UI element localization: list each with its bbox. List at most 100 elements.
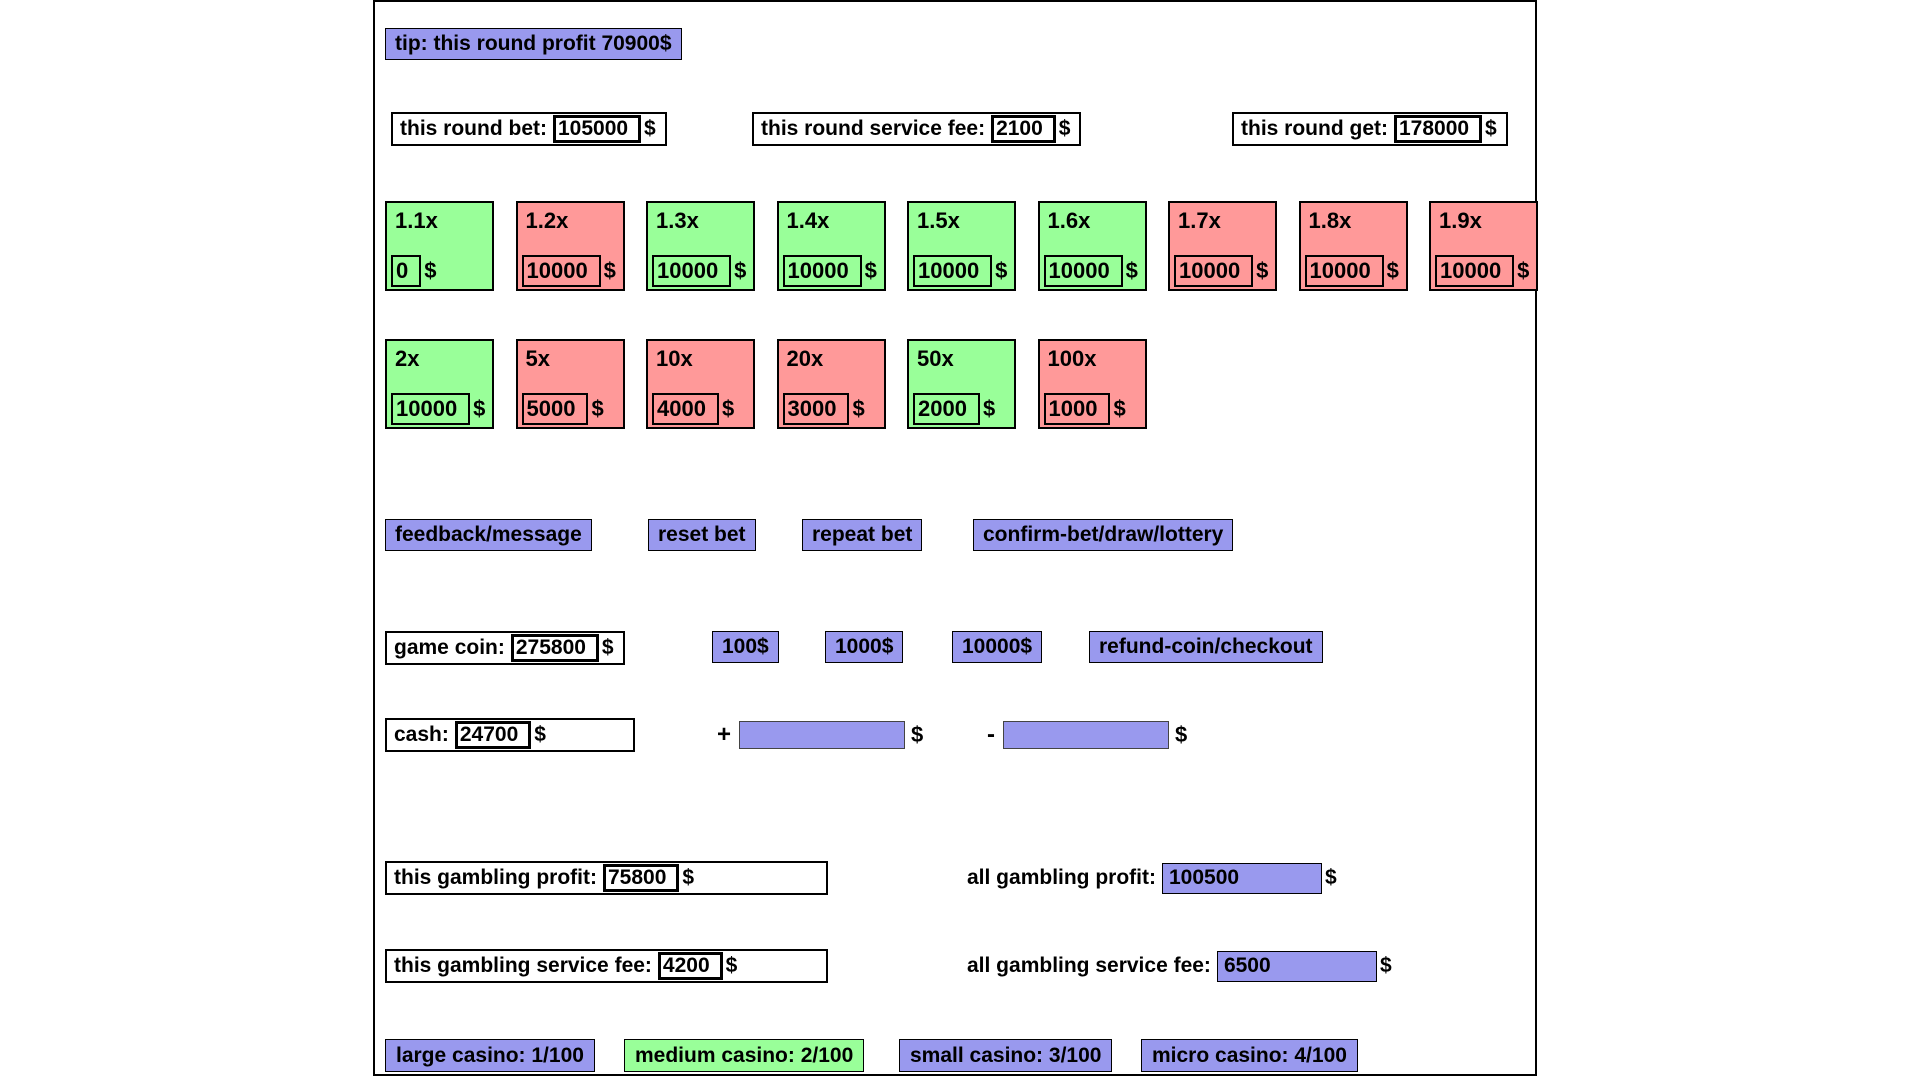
cash-subtract-group: - $ [987, 720, 1187, 750]
multiplier-bet-input[interactable] [1304, 255, 1384, 287]
cash-label: cash: [394, 723, 449, 746]
multiplier-label: 10x [656, 346, 693, 371]
multiplier-label: 50x [917, 346, 954, 371]
minus-sign: - [987, 721, 995, 748]
all-gambling-profit-input[interactable] [1162, 862, 1322, 894]
multiplier-label: 1.7x [1178, 208, 1221, 233]
multiplier-box-50x[interactable]: 50x $ [907, 339, 1016, 429]
dollar-suffix: $ [1113, 396, 1126, 421]
dollar-suffix: $ [473, 396, 486, 421]
dollar-suffix: $ [1256, 258, 1269, 283]
multiplier-bet-input[interactable] [521, 255, 601, 287]
multiplier-box-1.2x[interactable]: 1.2x $ [515, 201, 625, 291]
multiplier-box-10x[interactable]: 10x $ [646, 339, 755, 429]
multiplier-label: 5x [525, 346, 550, 371]
dollar-suffix: $ [603, 258, 616, 283]
multiplier-bet-input[interactable] [782, 393, 850, 425]
multiplier-bet-input[interactable] [1043, 393, 1111, 425]
multiplier-bet-input[interactable] [521, 393, 589, 425]
dollar-suffix: $ [1485, 117, 1497, 140]
all-gambling-profit-field: all gambling profit: $ [967, 861, 1337, 895]
dollar-suffix: $ [591, 396, 604, 421]
dollar-suffix: $ [1325, 866, 1337, 889]
this-round-get-field: this round get: $ [1232, 112, 1508, 146]
this-round-get-input[interactable] [1393, 115, 1483, 143]
tab-large-casino[interactable]: large casino: 1/100 [385, 1039, 595, 1072]
round-profit-tip-banner: tip: this round profit 70900$ [385, 28, 682, 60]
multiplier-bet-input[interactable] [913, 393, 980, 425]
multiplier-box-1.6x[interactable]: 1.6x $ [1037, 201, 1147, 291]
multiplier-bet-input[interactable] [1174, 255, 1254, 287]
multiplier-box-1.7x[interactable]: 1.7x $ [1168, 201, 1277, 291]
cash-subtract-amount-input[interactable] [1003, 721, 1169, 749]
multiplier-box-1.9x[interactable]: 1.9x $ [1429, 201, 1538, 291]
repeat-bet-button[interactable]: repeat bet [802, 519, 923, 551]
dollar-suffix: $ [1517, 258, 1530, 283]
dollar-suffix: $ [1058, 117, 1071, 140]
multiplier-label: 1.3x [656, 208, 699, 233]
dollar-suffix: $ [601, 636, 614, 659]
multiplier-box-1.8x[interactable]: 1.8x $ [1298, 201, 1408, 291]
multiplier-bet-input[interactable] [782, 255, 862, 287]
multiplier-label: 1.6x [1047, 208, 1091, 233]
multiplier-bet-input[interactable] [652, 393, 719, 425]
this-round-bet-label: this round bet: [400, 117, 547, 140]
multiplier-label: 2x [395, 346, 420, 371]
multiplier-bet-input[interactable] [1435, 255, 1515, 287]
refund-coin-checkout-button[interactable]: refund-coin/checkout [1089, 631, 1323, 663]
dollar-suffix: $ [734, 258, 747, 283]
this-gambling-service-fee-input[interactable] [657, 952, 723, 980]
multiplier-row-1: 1.1x $ 1.2x $ 1.3x $ 1.4x $ 1.5x $ 1.6x … [385, 201, 1538, 291]
add-10000-coin-button[interactable]: 10000$ [952, 631, 1043, 663]
this-gambling-service-fee-field: this gambling service fee: $ [385, 949, 828, 983]
dollar-suffix: $ [1379, 954, 1392, 977]
cash-input[interactable] [454, 721, 532, 749]
this-gambling-profit-label: this gambling profit: [394, 866, 597, 889]
multiplier-bet-input[interactable] [652, 255, 732, 287]
dollar-suffix: $ [534, 723, 546, 746]
multiplier-bet-input[interactable] [1043, 255, 1123, 287]
multiplier-bet-input[interactable] [913, 255, 993, 287]
dollar-suffix: $ [644, 117, 656, 140]
add-100-coin-button[interactable]: 100$ [712, 631, 779, 663]
dollar-suffix: $ [911, 722, 924, 747]
this-round-bet-input[interactable] [552, 115, 642, 143]
add-1000-coin-button[interactable]: 1000$ [825, 631, 904, 663]
feedback-message-button[interactable]: feedback/message [385, 519, 592, 551]
multiplier-label: 1.9x [1439, 208, 1482, 233]
dollar-suffix: $ [1125, 258, 1138, 283]
this-gambling-service-fee-label: this gambling service fee: [394, 954, 652, 977]
this-round-service-fee-input[interactable] [991, 115, 1056, 143]
multiplier-box-1.3x[interactable]: 1.3x $ [646, 201, 755, 291]
tab-medium-casino[interactable]: medium casino: 2/100 [624, 1039, 865, 1072]
multiplier-box-100x[interactable]: 100x $ [1037, 339, 1147, 429]
multiplier-box-1.1x[interactable]: 1.1x $ [385, 201, 494, 291]
this-round-get-label: this round get: [1241, 117, 1388, 140]
multiplier-bet-input[interactable] [391, 255, 422, 287]
multiplier-label: 1.2x [525, 208, 569, 233]
confirm-bet-draw-lottery-button[interactable]: confirm-bet/draw/lottery [973, 519, 1234, 551]
multiplier-box-1.5x[interactable]: 1.5x $ [907, 201, 1016, 291]
multiplier-label: 1.8x [1308, 208, 1352, 233]
dollar-suffix: $ [1386, 258, 1399, 283]
multiplier-box-2x[interactable]: 2x $ [385, 339, 494, 429]
multiplier-label: 20x [786, 346, 824, 371]
all-gambling-profit-label: all gambling profit: [967, 866, 1156, 889]
tab-small-casino[interactable]: small casino: 3/100 [899, 1039, 1113, 1072]
cash-add-amount-input[interactable] [739, 721, 906, 749]
reset-bet-button[interactable]: reset bet [648, 519, 756, 551]
game-coin-field: game coin: $ [385, 631, 625, 665]
multiplier-box-1.4x[interactable]: 1.4x $ [776, 201, 886, 291]
game-coin-input[interactable] [510, 634, 599, 662]
all-gambling-service-fee-input[interactable] [1216, 950, 1377, 982]
multiplier-box-5x[interactable]: 5x $ [515, 339, 625, 429]
multiplier-box-20x[interactable]: 20x $ [776, 339, 886, 429]
this-gambling-profit-input[interactable] [602, 864, 680, 892]
multiplier-label: 1.1x [395, 208, 438, 233]
tab-micro-casino[interactable]: micro casino: 4/100 [1141, 1039, 1358, 1072]
multiplier-bet-input[interactable] [391, 393, 471, 425]
dollar-suffix: $ [864, 258, 877, 283]
dollar-suffix: $ [982, 396, 996, 421]
multiplier-label: 1.5x [917, 208, 960, 233]
all-gambling-service-fee-label: all gambling service fee: [967, 954, 1211, 977]
